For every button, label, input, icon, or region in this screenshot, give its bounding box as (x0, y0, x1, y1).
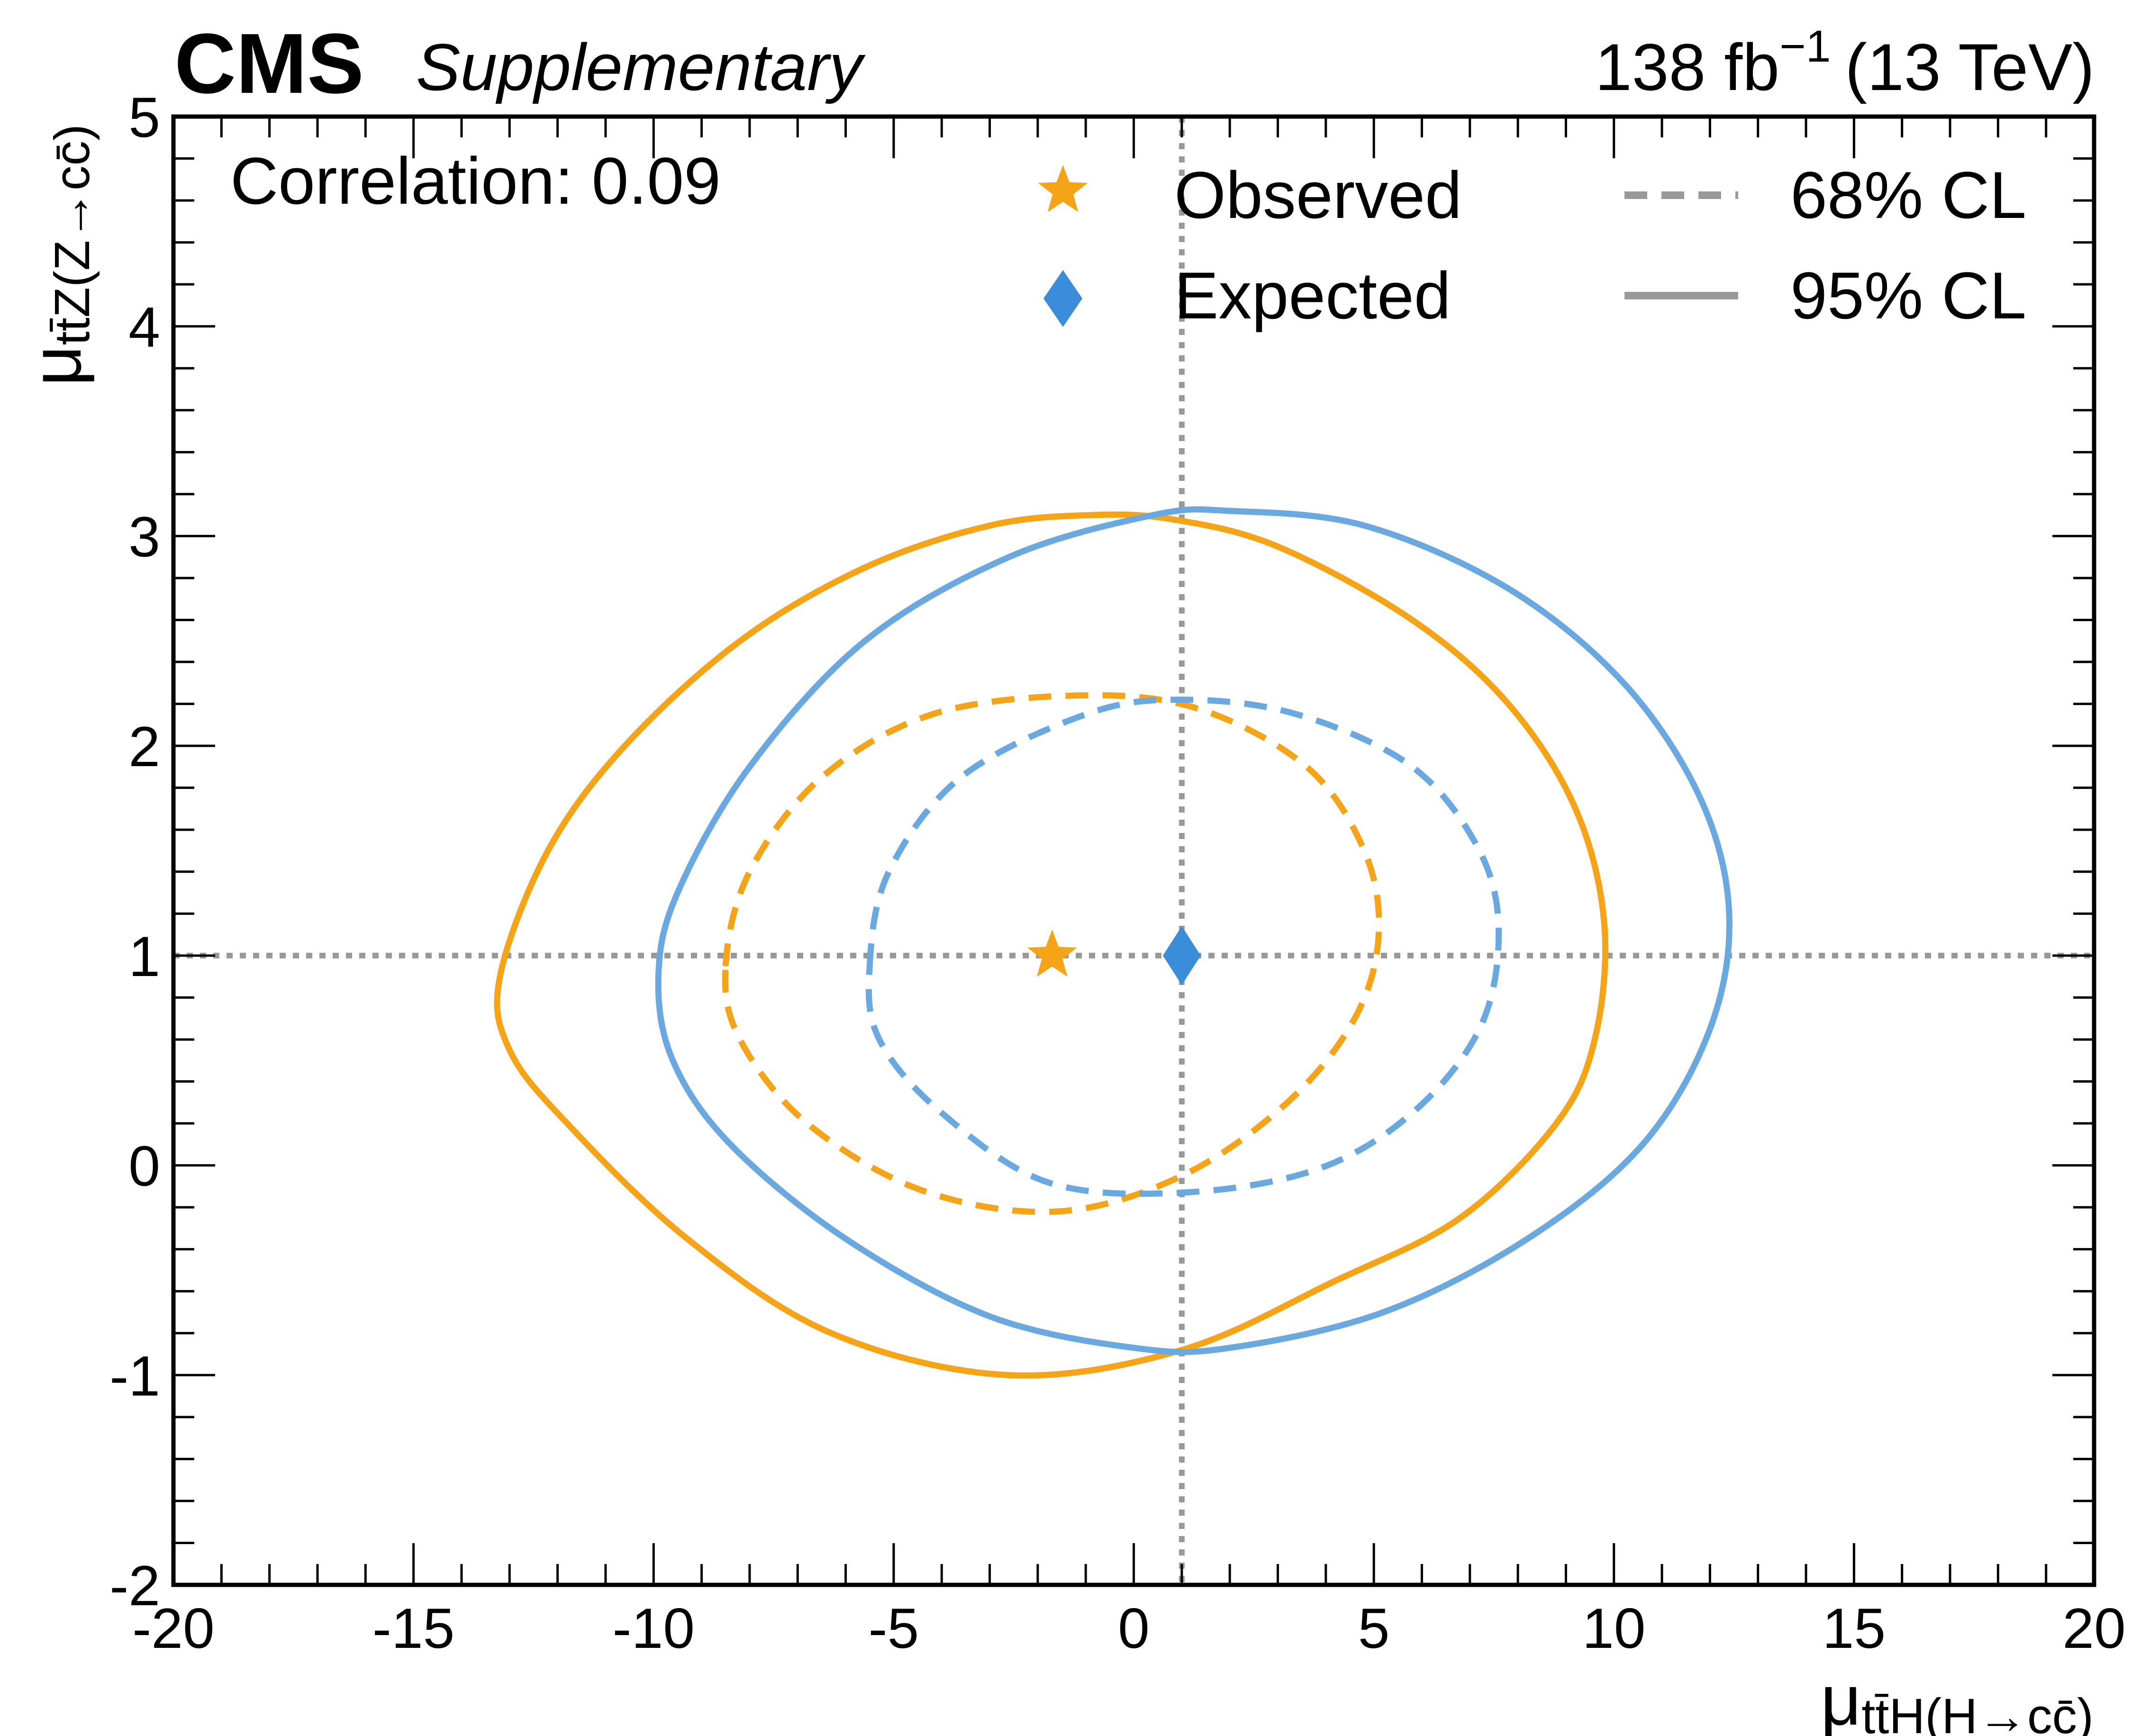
x-axis-subscript: tt̄H(H→cc̄) (1861, 1689, 2094, 1736)
contour-observed-95 (494, 511, 1609, 1379)
x-tick-label: -10 (613, 1597, 695, 1660)
y-tick-label: 1 (128, 925, 160, 988)
y-tick-label: 5 (128, 86, 160, 149)
x-tick-label: -5 (869, 1597, 919, 1660)
experiment-label: CMS (174, 16, 364, 111)
lumi-value: 138 fb (1595, 30, 1779, 104)
legend-observed-star-icon (1038, 165, 1088, 212)
legend-expected-diamond-icon (1043, 270, 1082, 327)
x-tick-label: 10 (1582, 1597, 1645, 1660)
observed-best-fit-star (1027, 929, 1077, 977)
correlation-annotation: Correlation: 0.09 (230, 144, 721, 218)
reference-lines (173, 117, 2094, 1585)
expected-best-fit-diamond (1162, 926, 1201, 985)
best-fit-markers (1027, 926, 1201, 985)
energy-value: (13 TeV) (1845, 30, 2095, 104)
y-axis-title: μtt̄Z(Z→cc̄) (16, 124, 100, 386)
legend-expected-label: Expected (1174, 258, 1451, 333)
legend: Observed Expected 68% CL 95% CL (1038, 158, 2026, 333)
contour-observed-68 (722, 692, 1382, 1215)
y-tick-label: 4 (128, 296, 160, 359)
x-axis-mu: μ (1821, 1660, 1861, 1736)
contour-expected-68 (865, 696, 1502, 1197)
y-tick-label: 2 (128, 715, 160, 778)
y-tick-label: -2 (109, 1554, 160, 1618)
y-axis-mu: μ (16, 345, 96, 386)
plot-frame (171, 114, 2096, 1587)
lumi-label: 138 fb−1 (13 TeV) (1595, 21, 2095, 104)
legend-cl68-label: 68% CL (1790, 158, 2026, 232)
legend-observed-label: Observed (1174, 158, 1462, 232)
lumi-exponent: −1 (1779, 21, 1831, 72)
x-tick-label: 15 (1823, 1597, 1886, 1660)
x-tick-label: 0 (1118, 1597, 1150, 1660)
contours (494, 506, 1733, 1379)
y-axis-subscript: tt̄Z(Z→cc̄) (45, 124, 100, 345)
y-tick-label: 0 (128, 1135, 160, 1198)
x-tick-label: -20 (132, 1597, 214, 1660)
y-tick-labels: -2 -1 0 1 2 3 4 5 (109, 86, 160, 1618)
y-tick-label: -1 (109, 1344, 160, 1408)
x-tick-label: -15 (372, 1597, 454, 1660)
x-tick-label: 20 (2062, 1597, 2125, 1660)
x-tick-label: 5 (1358, 1597, 1390, 1660)
contour-expected-95 (655, 506, 1733, 1356)
status-label: Supplementary (416, 30, 866, 104)
x-axis-title: μtt̄H(H→cc̄) (1821, 1660, 2094, 1736)
y-tick-label: 3 (128, 505, 160, 569)
x-tick-labels: -20 -15 -10 -5 0 5 10 15 20 (132, 1597, 2125, 1660)
legend-cl95-label: 95% CL (1790, 258, 2026, 333)
